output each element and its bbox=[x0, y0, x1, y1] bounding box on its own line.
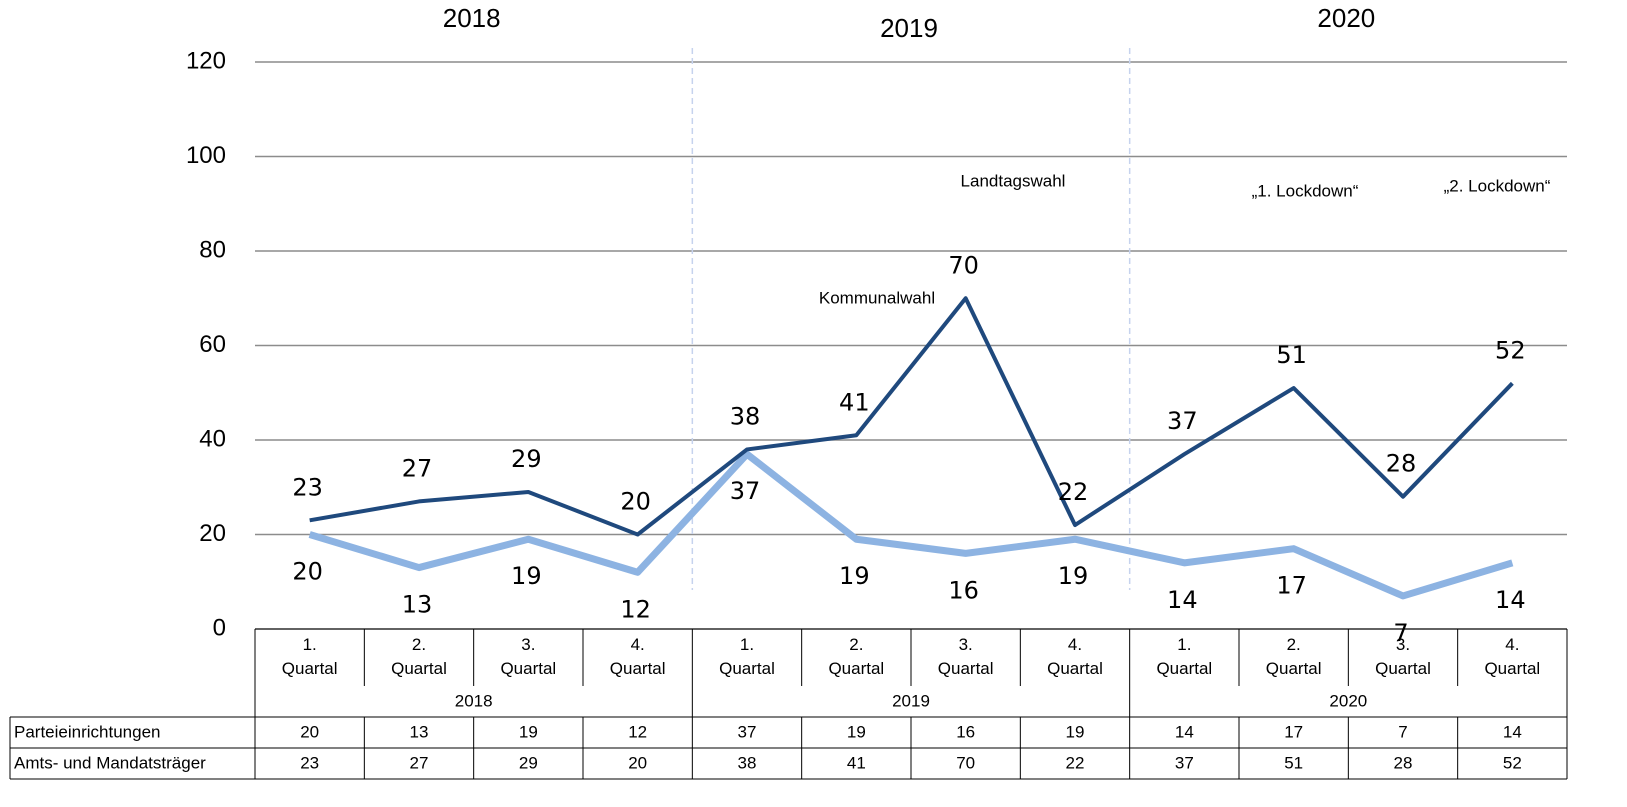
data-label: 13 bbox=[402, 591, 433, 619]
category-label: 1. Quartal bbox=[1156, 635, 1212, 678]
category-label: 1. Quartal bbox=[719, 635, 775, 678]
annotation: Landtagswahl bbox=[961, 171, 1066, 190]
table-value: 22 bbox=[1066, 753, 1085, 772]
table-value: 37 bbox=[738, 722, 757, 741]
category-label: 2. Quartal bbox=[391, 635, 447, 678]
table-value: 14 bbox=[1175, 722, 1194, 741]
data-label: 37 bbox=[1167, 407, 1198, 435]
category-label: 4. Quartal bbox=[1047, 635, 1103, 678]
table-value: 38 bbox=[738, 753, 757, 772]
table-value: 12 bbox=[628, 722, 647, 741]
data-label: 22 bbox=[1058, 478, 1089, 506]
data-label: 38 bbox=[730, 402, 761, 430]
group-label: 2020 bbox=[1329, 691, 1367, 710]
group-label: 2019 bbox=[892, 691, 930, 710]
table-value: 19 bbox=[1066, 722, 1085, 741]
y-tick-label: 20 bbox=[199, 520, 226, 547]
data-label: 28 bbox=[1386, 450, 1417, 478]
data-label: 41 bbox=[839, 388, 870, 416]
data-label: 19 bbox=[839, 562, 870, 590]
category-label: 3. Quartal bbox=[500, 635, 556, 678]
table-value: 28 bbox=[1394, 753, 1413, 772]
data-label: 20 bbox=[620, 488, 651, 516]
table-value: 37 bbox=[1175, 753, 1194, 772]
table-value: 14 bbox=[1503, 722, 1522, 741]
table-value: 27 bbox=[410, 753, 429, 772]
table-value: 16 bbox=[956, 722, 975, 741]
data-label: 12 bbox=[620, 595, 651, 623]
category-label: 2. Quartal bbox=[828, 635, 884, 678]
table-value: 19 bbox=[519, 722, 538, 741]
data-label: 29 bbox=[511, 445, 542, 473]
data-label: 27 bbox=[402, 454, 433, 482]
table-value: 52 bbox=[1503, 753, 1522, 772]
group-label: 2018 bbox=[455, 691, 493, 710]
data-label: 17 bbox=[1276, 572, 1307, 600]
table-value: 17 bbox=[1284, 722, 1303, 741]
series-line bbox=[309, 296, 1514, 537]
y-tick-label: 80 bbox=[199, 236, 226, 263]
data-label: 19 bbox=[1058, 562, 1089, 590]
table-value: 20 bbox=[628, 753, 647, 772]
data-label: 14 bbox=[1167, 586, 1198, 614]
category-label: 3. Quartal bbox=[938, 635, 994, 678]
data-label: 19 bbox=[511, 562, 542, 590]
y-tick-label: 120 bbox=[186, 47, 226, 74]
y-tick-label: 60 bbox=[199, 331, 226, 358]
y-tick-label: 0 bbox=[213, 614, 226, 641]
table-value: 13 bbox=[410, 722, 429, 741]
data-label: 20 bbox=[292, 558, 323, 586]
data-label: 70 bbox=[948, 251, 979, 279]
series-line bbox=[308, 450, 1514, 600]
y-tick-label: 40 bbox=[199, 425, 226, 452]
table-value: 23 bbox=[300, 753, 319, 772]
year-title: 2018 bbox=[443, 3, 501, 33]
data-label: 51 bbox=[1276, 341, 1307, 369]
data-label: 16 bbox=[948, 576, 979, 604]
table-value: 41 bbox=[847, 753, 866, 772]
table-value: 19 bbox=[847, 722, 866, 741]
table-value: 20 bbox=[300, 722, 319, 741]
table-value: 51 bbox=[1284, 753, 1303, 772]
category-label: 4. Quartal bbox=[1484, 635, 1540, 678]
legend-label: Parteieinrichtungen bbox=[14, 722, 160, 741]
category-label: 2. Quartal bbox=[1266, 635, 1322, 678]
category-label: 3. Quartal bbox=[1375, 635, 1431, 678]
annotation: „2. Lockdown“ bbox=[1444, 176, 1551, 195]
year-title: 2020 bbox=[1317, 3, 1375, 33]
annotation: „1. Lockdown“ bbox=[1252, 181, 1359, 200]
table-value: 70 bbox=[956, 753, 975, 772]
data-label: 37 bbox=[730, 477, 761, 505]
data-label: 23 bbox=[292, 473, 323, 501]
table-value: 29 bbox=[519, 753, 538, 772]
year-title: 2019 bbox=[880, 13, 938, 43]
data-label: 7 bbox=[1393, 619, 1408, 647]
y-tick-label: 100 bbox=[186, 142, 226, 169]
legend-label: Amts- und Mandatsträger bbox=[14, 753, 206, 772]
data-label: 14 bbox=[1495, 586, 1526, 614]
table-value: 7 bbox=[1398, 722, 1407, 741]
data-label: 52 bbox=[1495, 336, 1526, 364]
category-label: 1. Quartal bbox=[282, 635, 338, 678]
annotation: Kommunalwahl bbox=[819, 288, 935, 307]
category-label: 4. Quartal bbox=[610, 635, 666, 678]
